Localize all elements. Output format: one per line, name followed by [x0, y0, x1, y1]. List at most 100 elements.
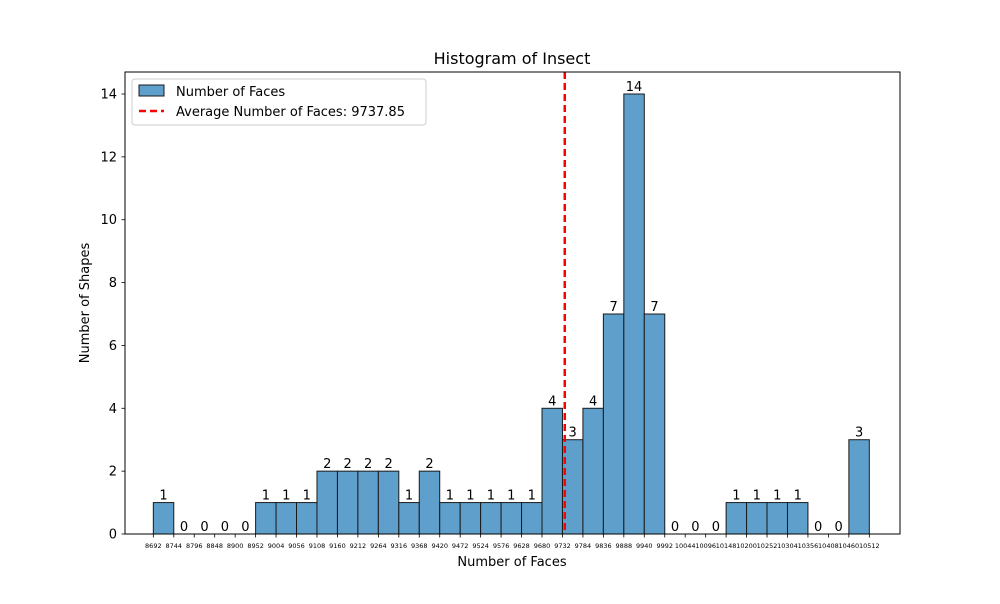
x-tick-label: 9316	[391, 542, 408, 550]
x-tick-label: 9004	[268, 542, 285, 550]
chart-title: Histogram of Insect	[434, 49, 591, 68]
bar-value-label: 7	[609, 300, 617, 315]
bar-value-label: 0	[712, 520, 720, 535]
histogram-bar	[643, 313, 666, 535]
histogram-bar	[275, 502, 298, 535]
x-tick-label: 8692	[145, 542, 162, 550]
y-tick-label: 2	[109, 465, 117, 480]
bar-value-label: 1	[262, 489, 270, 504]
bars-layer	[152, 93, 870, 535]
bar-value-label: 14	[626, 80, 643, 95]
x-tick-label: 9784	[575, 542, 592, 550]
bar-value-label: 0	[814, 520, 822, 535]
histogram-bar	[582, 407, 604, 535]
histogram-bar	[541, 407, 563, 535]
histogram-bar	[725, 502, 748, 535]
bar-value-label: 2	[425, 457, 433, 472]
histogram-bar	[848, 439, 870, 535]
x-tick-label: 8796	[186, 542, 203, 550]
x-tick-label: 9628	[513, 542, 530, 550]
x-tick-label: 9680	[534, 542, 551, 550]
histogram-bar	[418, 470, 441, 535]
bar-value-label: 2	[323, 457, 331, 472]
x-tick-label: 9732	[554, 542, 571, 550]
x-tick-label: 9524	[472, 542, 489, 550]
x-tick-label: 9888	[616, 542, 633, 550]
histogram-bar	[357, 470, 379, 535]
x-tick-label: 10304	[777, 542, 798, 550]
bar-value-label: 7	[650, 300, 658, 315]
histogram-bar	[459, 502, 482, 535]
y-tick-label: 14	[100, 88, 117, 103]
bar-value-label: 2	[344, 457, 352, 472]
x-axis-label: Number of Faces	[457, 555, 566, 570]
x-tick-label: 9472	[452, 542, 469, 550]
histogram-bar	[521, 502, 543, 535]
bar-value-label: 0	[691, 520, 699, 535]
y-tick-label: 8	[109, 276, 117, 291]
bar-value-label: 3	[569, 426, 577, 441]
bar-value-label: 1	[282, 489, 290, 504]
bar-value-label: 1	[753, 489, 761, 504]
histogram-bar	[316, 470, 338, 535]
bar-value-label: 1	[159, 489, 167, 504]
y-axis-label: Number of Shapes	[78, 243, 93, 364]
legend-label-average: Average Number of Faces: 9737.85	[176, 105, 405, 120]
legend-label-number-of-faces: Number of Faces	[176, 85, 285, 100]
x-tick-label: 8900	[227, 542, 244, 550]
bar-value-label: 1	[732, 489, 740, 504]
x-tick-label: 9368	[411, 542, 428, 550]
histogram-bar	[377, 470, 400, 535]
histogram-bar	[623, 93, 645, 535]
bar-value-label: 4	[589, 394, 597, 409]
x-tick-label: 8848	[206, 542, 223, 550]
x-tick-label: 9108	[309, 542, 326, 550]
histogram-bar	[398, 502, 420, 535]
y-tick-label: 4	[109, 402, 117, 417]
y-tick-label: 0	[109, 528, 117, 543]
x-tick-label: 10200	[736, 542, 757, 550]
y-tick-label: 10	[100, 213, 117, 228]
histogram-bar	[746, 502, 768, 535]
x-tick-label: 10356	[798, 542, 819, 550]
plot-frame	[124, 71, 901, 535]
legend: Number of Faces Average Number of Faces:…	[131, 78, 427, 126]
bar-value-label: 1	[773, 489, 781, 504]
legend-swatch-number-of-faces	[138, 84, 165, 97]
bar-value-label: 0	[200, 520, 208, 535]
x-tick-label: 10512	[859, 542, 880, 550]
histogram-bar	[786, 502, 809, 535]
histogram-bar	[766, 502, 788, 535]
bar-value-label: 0	[834, 520, 842, 535]
x-tick-label: 9056	[288, 542, 305, 550]
y-ticks-layer: 0 2 4 6 8 10 12 14	[100, 88, 125, 543]
histogram-bar	[602, 313, 625, 535]
bar-value-label: 0	[241, 520, 249, 535]
bar-value-label: 2	[384, 457, 392, 472]
bar-value-label: 3	[855, 426, 863, 441]
bar-value-label: 1	[487, 489, 495, 504]
x-tick-label: 9160	[329, 542, 346, 550]
bar-value-label: 2	[364, 457, 372, 472]
x-tick-label: 10460	[839, 542, 860, 550]
x-tick-label: 9264	[370, 542, 387, 550]
histogram-bar	[439, 502, 461, 535]
x-tick-label: 9212	[350, 542, 367, 550]
bar-value-label: 1	[794, 489, 802, 504]
x-tick-label: 10408	[818, 542, 839, 550]
histogram-bar	[336, 470, 359, 535]
x-tick-label: 10044	[675, 542, 696, 550]
y-tick-label: 12	[100, 150, 117, 165]
bar-value-label: 0	[221, 520, 229, 535]
x-tick-label: 9576	[493, 542, 510, 550]
x-ticks-layer: 8692 8744 8796 8848 8900 8952 9004 9056 9108 9160…	[145, 534, 880, 550]
bar-value-label: 4	[548, 394, 556, 409]
histogram-bar	[255, 502, 277, 535]
bar-value-label: 0	[671, 520, 679, 535]
x-tick-label: 9992	[656, 542, 673, 550]
histogram-bar	[480, 502, 502, 535]
x-tick-label: 9420	[431, 542, 448, 550]
legend-box	[131, 78, 427, 126]
